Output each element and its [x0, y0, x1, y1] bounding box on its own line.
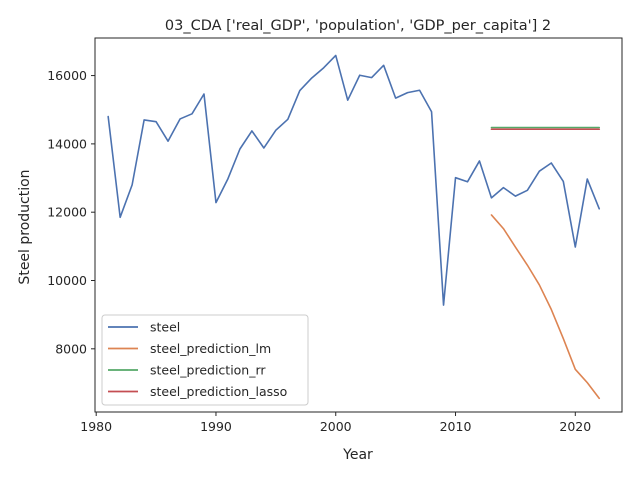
x-axis: 1980 1990 2000 2010 2020 [80, 412, 591, 434]
legend-label: steel_prediction_rr [150, 363, 266, 378]
x-tick-label: 2020 [559, 419, 591, 434]
y-tick-label: 10000 [47, 273, 87, 288]
y-tick-label: 12000 [47, 205, 87, 220]
plot-area [107, 54, 601, 400]
x-axis-label: Year [342, 447, 373, 463]
y-tick-label: 14000 [47, 136, 87, 151]
x-tick-label: 1990 [200, 419, 232, 434]
chart-title: 03_CDA ['real_GDP', 'population', 'GDP_p… [165, 18, 551, 34]
x-tick-label: 2010 [440, 419, 472, 434]
y-tick-label: 8000 [55, 341, 87, 356]
y-tick-label: 16000 [47, 68, 87, 83]
x-tick-label: 1980 [80, 419, 112, 434]
legend-label: steel_prediction_lasso [150, 384, 287, 399]
legend-label: steel [150, 320, 180, 335]
y-axis-label: Steel production [17, 169, 33, 284]
y-axis: 8000 10000 12000 14000 16000 [47, 68, 95, 356]
x-tick-label: 2000 [320, 419, 352, 434]
series-line-steel-prediction-lm [490, 214, 601, 400]
plot-frame [94, 37, 623, 413]
legend-box [101, 314, 309, 406]
legend: steel steel_prediction_lm steel_prediction… [101, 314, 309, 406]
legend-label: steel_prediction_lm [150, 341, 271, 356]
series-line-steel [107, 54, 601, 306]
